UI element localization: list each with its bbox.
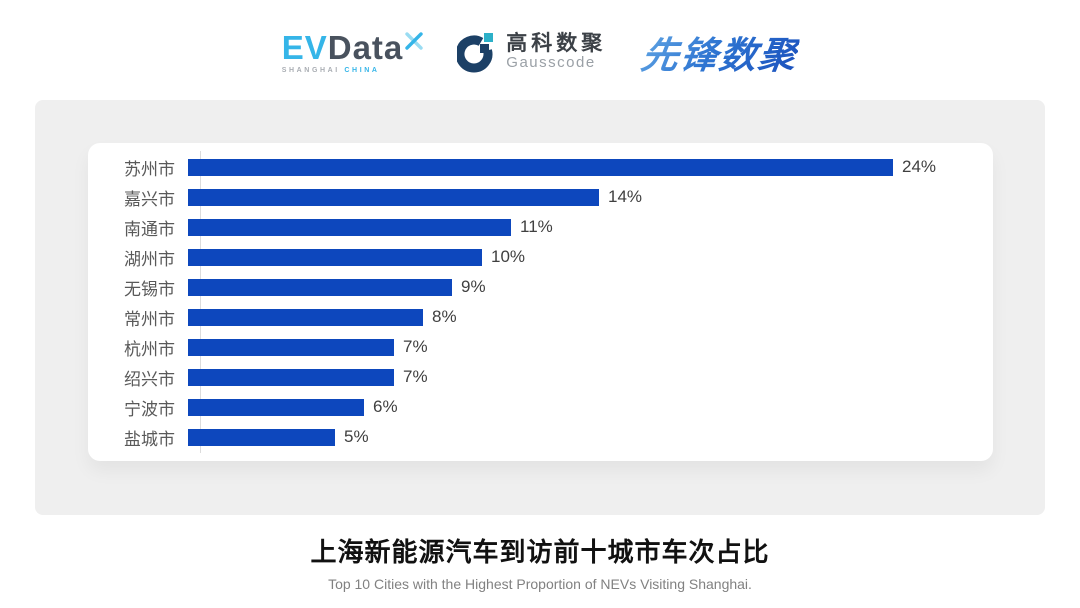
- bar: [188, 278, 452, 296]
- bar-value-label: 7%: [403, 337, 428, 356]
- city-label: 常州市: [124, 309, 175, 329]
- gausscode-g-icon: [457, 32, 494, 72]
- evdata-shanghai-text: SHANGHAI: [281, 66, 340, 74]
- bar: [188, 368, 394, 386]
- xianfeng-shuju-logo: 先锋数聚: [638, 25, 802, 79]
- evdata-x-icon: [405, 31, 423, 50]
- bar-value-label: 24%: [902, 157, 937, 176]
- gausscode-wordmark: 高科数聚 Gausscode: [506, 32, 606, 72]
- bar: [188, 158, 893, 176]
- bar: [188, 248, 482, 266]
- bar-row: 杭州市 7%: [88, 332, 977, 362]
- city-label: 绍兴市: [124, 369, 175, 389]
- bar: [188, 338, 394, 356]
- bar-value-label: 7%: [403, 367, 428, 386]
- gausscode-cn-text: 高科数聚: [506, 32, 607, 56]
- bar-row: 苏州市 24%: [88, 152, 977, 182]
- evdata-logo: EV Data SHANGHAI CHINA: [281, 28, 423, 74]
- bar-value-label: 10%: [491, 247, 526, 266]
- chart-title: 上海新能源汽车到访前十城市车次占比: [310, 537, 770, 567]
- bar-row: 绍兴市 7%: [88, 362, 977, 392]
- city-label: 盐城市: [124, 429, 175, 449]
- chart-panel: 苏州市 24% 嘉兴市 14% 南通市 11% 湖州市 10% 无锡市 9% 常州市 8% 杭州市 7% 绍…: [35, 100, 1045, 515]
- bar: [188, 218, 511, 236]
- bar: [188, 188, 599, 206]
- bar-row: 宁波市 6%: [88, 392, 977, 422]
- evdata-ev-text: EV: [281, 28, 328, 66]
- bar-row: 南通市 11%: [88, 212, 977, 242]
- bar: [188, 308, 423, 326]
- city-label: 无锡市: [124, 279, 175, 299]
- chart-card: 苏州市 24% 嘉兴市 14% 南通市 11% 湖州市 10% 无锡市 9% 常州市 8% 杭州市 7% 绍…: [88, 143, 993, 461]
- bar-row: 常州市 8%: [88, 302, 977, 332]
- bar-value-label: 8%: [432, 307, 457, 326]
- gausscode-logo: 高科数聚 Gausscode: [457, 31, 606, 74]
- bar-value-label: 6%: [373, 397, 398, 416]
- chart-subtitle: Top 10 Cities with the Highest Proportio…: [328, 576, 752, 592]
- bar-row: 嘉兴市 14%: [88, 182, 977, 212]
- header-logos: EV Data SHANGHAI CHINA 高科数聚 Gausscode 先锋…: [0, 16, 1080, 88]
- city-label: 嘉兴市: [124, 189, 175, 209]
- gausscode-en-text: Gausscode: [506, 54, 596, 72]
- evdata-wordmark: EV Data: [281, 28, 423, 66]
- caption: 上海新能源汽车到访前十城市车次占比 Top 10 Cities with the…: [0, 532, 1080, 592]
- bar-value-label: 14%: [608, 187, 643, 206]
- bar-row: 无锡市 9%: [88, 272, 977, 302]
- bar-chart: 苏州市 24% 嘉兴市 14% 南通市 11% 湖州市 10% 无锡市 9% 常州市 8% 杭州市 7% 绍…: [88, 152, 977, 452]
- city-label: 湖州市: [124, 249, 175, 269]
- city-label: 南通市: [124, 219, 175, 239]
- evdata-china-text: CHINA: [344, 66, 380, 74]
- evdata-tagline: SHANGHAI CHINA: [282, 67, 380, 74]
- bar-value-label: 11%: [520, 217, 553, 236]
- bar: [188, 398, 364, 416]
- bar-row: 盐城市 5%: [88, 422, 977, 452]
- city-label: 宁波市: [124, 399, 175, 419]
- city-label: 苏州市: [124, 159, 175, 179]
- y-axis-line: [200, 151, 201, 453]
- bar-row: 湖州市 10%: [88, 242, 977, 272]
- bar-value-label: 5%: [344, 427, 369, 446]
- bar: [188, 428, 335, 446]
- city-label: 杭州市: [124, 339, 175, 359]
- bar-value-label: 9%: [461, 277, 486, 296]
- evdata-data-text: Data: [327, 28, 404, 66]
